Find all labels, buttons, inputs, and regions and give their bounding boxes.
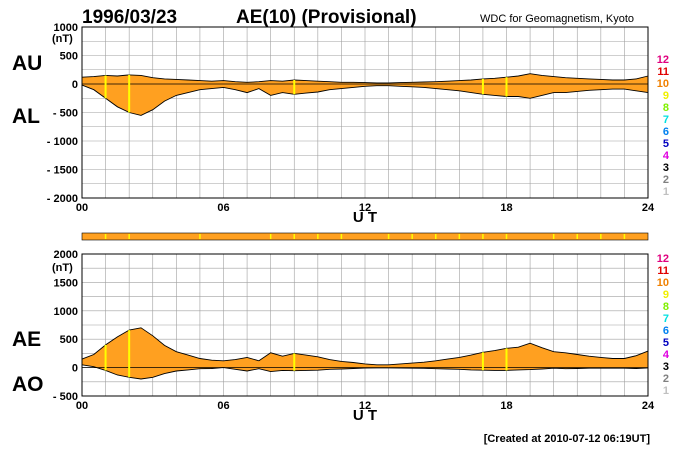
au-al-y-tick-label: - 500 [53,108,78,120]
ae-ao-x-tick-label: 18 [500,400,512,412]
al-label: AL [12,105,40,128]
ae-ao-x-tick-label: 00 [76,400,88,412]
au-al-x-tick-label: 00 [76,202,88,214]
ae-ao-panel: 2000 1500 1000 500 0 - 500 00 06 12 18 24 (nT) AE… [12,249,655,424]
series-line-ae [81,327,649,366]
created-timestamp: [Created at 2010-07-12 06:19UT] [484,433,651,445]
index-title: AE(10) (Provisional) [236,7,417,28]
au-al-x-axis-label: U T [353,209,377,226]
ae-ao-unit: (nT) [52,262,73,274]
source-label: WDC for Geomagnetism, Kyoto [480,13,634,25]
station-legend-item: 9 [663,289,669,301]
ae-ao-y-tick-label: 1500 [54,277,78,289]
au-al-y-tick-label: - 1500 [47,165,78,177]
series-line-au [81,73,649,84]
au-al-x-tick-labels: 00 06 12 18 24 [76,202,655,214]
ao-label: AO [12,373,44,396]
au-label: AU [12,52,42,75]
station-legend-item: 10 [657,78,669,90]
ae-ao-y-tick-label: 0 [72,363,78,375]
station-legend-item: 7 [663,114,669,126]
station-legend-item: 11 [657,66,669,78]
ae-ao-x-tick-labels: 00 06 12 18 24 [76,400,655,412]
station-legend-item: 4 [663,150,670,162]
station-legend-item: 3 [663,361,669,373]
ae-ao-station-markers [104,330,508,378]
ae-ao-x-tick-label: 12 [359,400,371,412]
ae-ao-y-tick-labels: 2000 1500 1000 500 0 - 500 [53,249,78,403]
au-al-y-tick-label: - 2000 [47,193,78,205]
ae-label: AE [12,328,41,351]
station-legend-item: 4 [663,349,670,361]
au-al-station-markers [104,74,508,113]
au-al-panel: 1000 500 0 - 500 - 1000 - 1500 - 2000 00 06 12 18… [12,22,655,226]
station-legend-item: 1 [663,186,669,198]
au-al-y-tick-labels: 1000 500 0 - 500 - 1000 - 1500 - 2000 [47,22,78,205]
station-legend-item: 6 [663,325,669,337]
station-coverage-markers [104,234,626,239]
station-legend-item: 8 [663,301,669,313]
au-al-x-tick-label: 06 [217,202,229,214]
station-legend-item: 2 [663,373,669,385]
series-line-ao [81,364,649,380]
station-legend-item: 7 [663,313,669,325]
ae-ao-x-axis-label: U T [353,407,377,424]
series-line-al [81,84,649,116]
station-legend-item: 5 [663,138,669,150]
station-legend-item: 12 [657,54,669,66]
au-al-y-tick-label: - 1000 [47,136,78,148]
station-legend-item: 10 [657,277,669,289]
station-legend-item: 8 [663,102,669,114]
ae-ao-x-tick-label: 24 [642,400,655,412]
au-al-y-tick-label: 500 [60,51,78,63]
station-legend-item: 12 [657,253,669,265]
ae-ao-y-tick-label: 1000 [54,306,78,318]
ae-ao-x-tick-label: 06 [217,400,229,412]
au-al-y-tick-label: 0 [72,79,78,91]
station-legend-item: 1 [663,385,669,397]
au-al-x-tick-label: 12 [359,202,371,214]
ae-ao-y-tick-label: - 500 [53,391,78,403]
station-legend-item: 9 [663,90,669,102]
au-al-unit: (nT) [52,33,73,45]
station-legend-item: 11 [657,265,669,277]
au-al-y-tick-label: 1000 [54,22,78,34]
ae-ao-y-tick-label: 2000 [54,249,78,261]
station-legend-item: 3 [663,162,669,174]
au-al-x-tick-label: 24 [642,202,655,214]
station-legend-item: 2 [663,174,669,186]
au-al-border [81,26,649,199]
ae-ao-border [81,253,649,397]
plot-date: 1996/03/23 [82,7,177,28]
ae-ao-y-tick-label: 500 [60,334,78,346]
station-legend-item: 6 [663,126,669,138]
station-coverage-bar [81,232,649,241]
au-al-x-tick-label: 18 [500,202,512,214]
au-al-grid [82,27,648,198]
station-legend-item: 5 [663,337,669,349]
